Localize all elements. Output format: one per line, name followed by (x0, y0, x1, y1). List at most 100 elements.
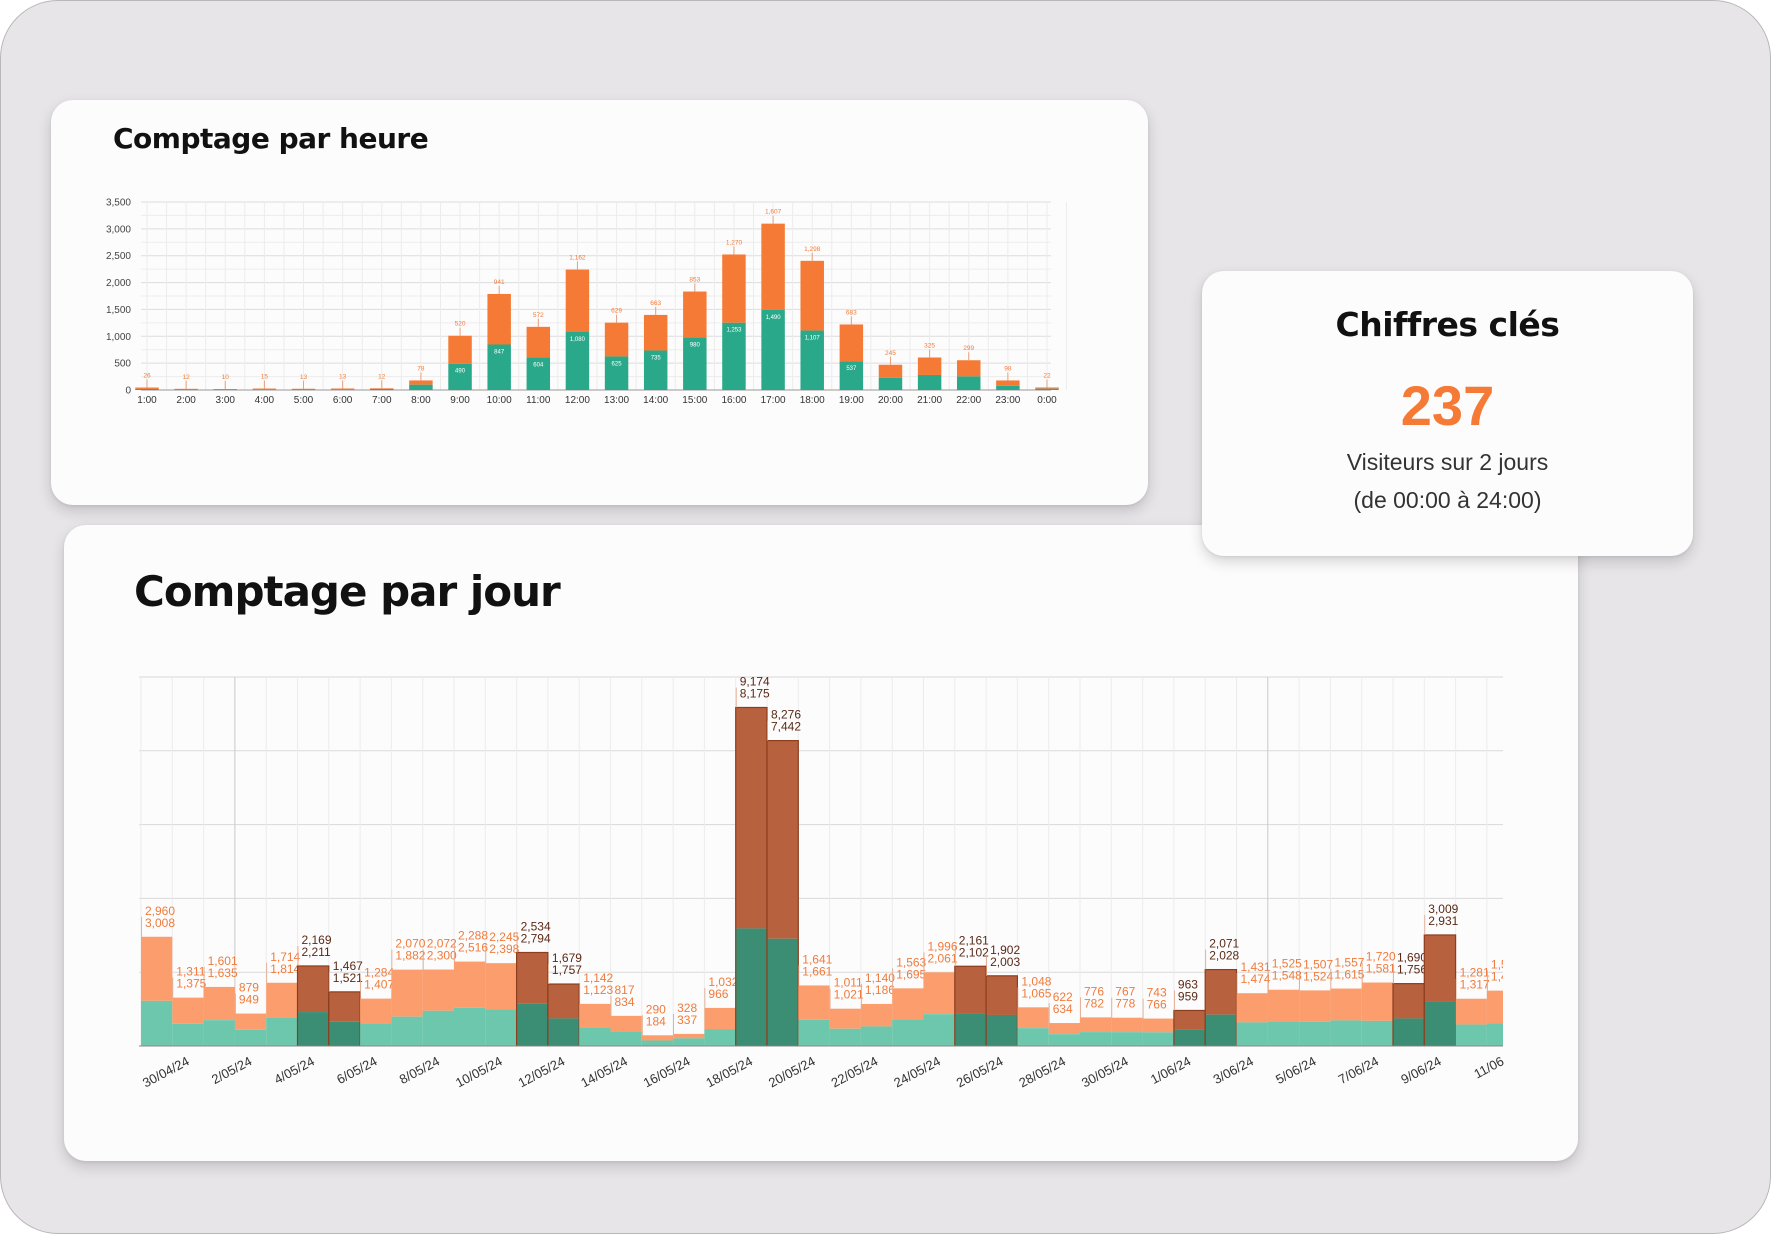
daily-data-label-bottom: 834 (615, 995, 635, 1009)
daily-x-tick-label: 9/06/24 (1398, 1053, 1443, 1087)
daily-area-orange (234, 1013, 267, 1030)
daily-area-orange (673, 1033, 705, 1039)
daily-area-orange (860, 1003, 893, 1027)
hourly-x-tick-label: 13:00 (604, 395, 629, 406)
daily-area-green (860, 1026, 893, 1046)
daily-area-green (297, 1012, 329, 1046)
daily-area-orange (704, 1007, 736, 1030)
hourly-orange-data-label: 13 (339, 373, 347, 380)
daily-data-label-top: 290 (646, 1002, 666, 1016)
hourly-orange-data-label: 299 (963, 345, 974, 352)
hourly-bar-orange (878, 364, 903, 378)
hourly-x-tick-label: 7:00 (372, 395, 392, 406)
hourly-bar-orange (370, 388, 394, 389)
daily-data-label-bottom: 1,407 (364, 978, 394, 992)
hourly-bar-green (917, 374, 942, 390)
daily-data-label-bottom: 1,695 (896, 967, 926, 981)
daily-data-label-bottom: 966 (708, 987, 728, 1001)
daily-area-green (1424, 1001, 1456, 1046)
daily-data-label-top: 1,281 (1460, 966, 1490, 980)
daily-x-tick-label: 1/06/24 (1148, 1053, 1193, 1087)
daily-data-label-top: 8,276 (771, 708, 801, 722)
hourly-bar-green (174, 389, 198, 390)
daily-area-green (328, 1021, 361, 1046)
daily-data-label-bottom: 184 (646, 1014, 666, 1028)
hourly-x-tick-label: 4:00 (255, 395, 275, 406)
hourly-green-data-label: 1,080 (570, 337, 586, 343)
daily-area-green (1236, 1022, 1268, 1046)
hourly-orange-data-label: 1,162 (569, 255, 586, 262)
daily-area-green (735, 928, 767, 1046)
daily-area-orange (1236, 993, 1268, 1023)
daily-area-green (1017, 1028, 1049, 1046)
daily-area-green (704, 1029, 736, 1046)
daily-area-orange (798, 985, 830, 1020)
hourly-bar-orange (761, 223, 785, 310)
hourly-x-tick-label: 2:00 (176, 395, 196, 406)
daily-data-label-bottom: 1,548 (1272, 969, 1302, 983)
daily-data-label-top: 1,902 (990, 943, 1020, 957)
daily-area-green (1361, 1020, 1393, 1046)
daily-data-label-bottom: 1,581 (1366, 962, 1396, 976)
daily-data-label-top: 1,679 (552, 951, 582, 965)
hourly-y-tick-label: 3,000 (106, 224, 131, 235)
daily-data-label-bottom: 1,021 (834, 988, 864, 1002)
hourly-bar-orange (409, 380, 433, 385)
hourly-orange-data-label: 325 (924, 343, 935, 350)
daily-data-label-bottom: 1,756 (1397, 963, 1427, 977)
hourly-x-tick-label: 15:00 (682, 395, 707, 406)
daily-data-label-top: 1,140 (865, 971, 895, 985)
daily-area-green (547, 1018, 580, 1046)
daily-area-green (1173, 1029, 1206, 1046)
daily-area-green (266, 1017, 298, 1046)
hourly-x-tick-label: 17:00 (761, 395, 786, 406)
hourly-green-data-label: 537 (846, 366, 857, 372)
daily-x-tick-label: 28/05/24 (1016, 1053, 1068, 1090)
hourly-orange-data-label: 572 (533, 312, 544, 319)
daily-area-orange (1299, 990, 1331, 1022)
daily-data-label-bottom: 2,061 (928, 951, 958, 965)
daily-area-orange (360, 998, 392, 1024)
daily-area-green (391, 1016, 423, 1046)
hourly-bar-green (565, 331, 590, 390)
daily-area-orange (266, 982, 298, 1018)
hourly-orange-data-label: 12 (378, 373, 386, 380)
daily-area-green (798, 1019, 830, 1046)
daily-data-label-bottom: 1,521 (333, 971, 363, 985)
hourly-y-tick-label: 0 (125, 386, 131, 397)
hourly-bar-orange (604, 322, 629, 357)
daily-area-green (1142, 1032, 1174, 1046)
hourly-x-tick-label: 23:00 (995, 395, 1020, 406)
daily-area-orange (986, 975, 1018, 1015)
hourly-bar-orange (213, 389, 237, 390)
daily-area-green (1267, 1021, 1300, 1046)
daily-data-label-top: 1,467 (333, 959, 363, 973)
hourly-bar-orange (252, 388, 277, 390)
daily-area-orange (892, 988, 924, 1020)
daily-area-green (1111, 1032, 1143, 1046)
daily-area-green (610, 1031, 642, 1046)
hourly-bar-orange (565, 269, 590, 332)
daily-x-tick-label: 10/05/24 (453, 1053, 505, 1090)
hourly-y-tick-label: 1,000 (106, 332, 131, 343)
daily-area-green (172, 1023, 204, 1046)
daily-x-tick-label: 8/05/24 (397, 1053, 442, 1087)
daily-data-label-bottom: 337 (677, 1013, 697, 1027)
daily-data-label-bottom: 1,375 (176, 977, 206, 991)
daily-area-green (1080, 1032, 1112, 1046)
daily-area-orange (767, 740, 799, 939)
hourly-bar-orange (957, 360, 981, 377)
daily-x-tick-label: 6/05/24 (334, 1053, 379, 1087)
daily-x-tick-label: 20/05/24 (766, 1053, 818, 1090)
daily-data-label-bottom: 1,814 (270, 962, 300, 976)
daily-data-label-top: 1,011 (834, 976, 863, 990)
daily-area-orange (1080, 1017, 1112, 1033)
daily-data-label-bottom: 1,123 (583, 983, 613, 997)
hourly-bar-green (409, 384, 433, 390)
daily-data-label-top: 1,714 (270, 950, 300, 964)
daily-data-label-bottom: 782 (1084, 996, 1104, 1010)
daily-data-label-top: 2,534 (521, 919, 551, 933)
daily-data-label-bottom: 2,398 (489, 942, 519, 956)
daily-area-green (923, 1014, 955, 1046)
